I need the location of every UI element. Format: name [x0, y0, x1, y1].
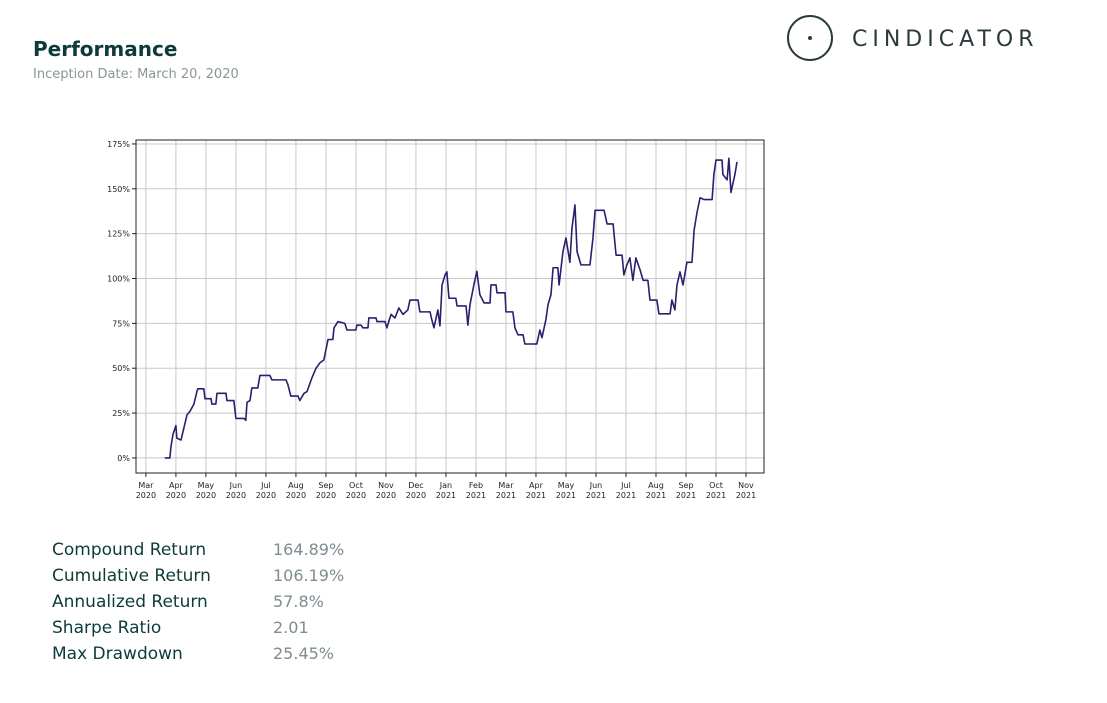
title: Performance [33, 37, 177, 61]
x-tick-label: Mar 2021 [496, 481, 516, 500]
logo-dot [808, 36, 812, 40]
x-tick-label: Jun 2020 [226, 481, 246, 500]
stat-value: 164.89% [273, 540, 344, 559]
x-tick-label: Nov 2020 [376, 481, 396, 500]
stat-label: Sharpe Ratio [52, 618, 161, 638]
x-tick-label: Aug 2020 [286, 481, 306, 500]
x-tick-label: Oct 2021 [706, 481, 726, 500]
stat-label: Max Drawdown [52, 644, 183, 664]
line [164, 157, 738, 459]
y-tick-label: 0% [117, 454, 130, 463]
stat-value: 25.45% [273, 644, 334, 663]
stat-label: Cumulative Return [52, 566, 211, 586]
x-tick-label: Nov 2021 [736, 481, 756, 500]
x-tick-label: Jul 2020 [256, 481, 276, 500]
stat-label: Annualized Return [52, 592, 208, 612]
x-tick-label: Jun 2021 [586, 481, 606, 500]
stat-value: 106.19% [273, 566, 344, 585]
stat-label: Compound Return [52, 540, 206, 560]
x-tick-label: Oct 2020 [346, 481, 366, 500]
stat-value: 2.01 [273, 618, 309, 637]
x-tick-label: Aug 2021 [646, 481, 666, 500]
x-tick-label: Mar 2020 [136, 481, 156, 500]
chart: 0% 25% 50% 75% 100% 125% 150% 175% Mar 2020 Apr 202… [107, 139, 765, 500]
x-tick-label: Sep 2021 [676, 481, 696, 500]
x-tick-label: Sep 2020 [316, 481, 336, 500]
x-tick-label: Feb 2021 [466, 481, 486, 500]
x-tick-label: Dec 2020 [406, 481, 426, 500]
x-tick-label: May 2021 [556, 481, 576, 500]
y-tick-label: 125% [107, 230, 130, 239]
y-tick-label: 100% [107, 275, 130, 284]
x-tick-label: Apr 2020 [166, 481, 186, 500]
plot-frame [135, 139, 765, 474]
logo-mark [787, 15, 833, 61]
y-tick-label: 75% [112, 319, 130, 328]
y-tick-label: 25% [112, 409, 130, 418]
subtitle: Inception Date: March 20, 2020 [33, 67, 239, 82]
x-tick-label: Jan 2021 [436, 481, 456, 500]
x-tick-label: Jul 2021 [616, 481, 636, 500]
y-tick-label: 50% [112, 364, 130, 373]
stats: Compound Return 164.89% Cumulative Return 1… [52, 540, 344, 664]
x-tick-label: Apr 2021 [526, 481, 546, 500]
x-tick-label: May 2020 [196, 481, 216, 500]
y-tick-label: 150% [107, 185, 130, 194]
logo-text: CINDICATOR [852, 27, 1038, 52]
stat-value: 57.8% [273, 592, 324, 611]
y-tick-label: 175% [107, 140, 130, 149]
